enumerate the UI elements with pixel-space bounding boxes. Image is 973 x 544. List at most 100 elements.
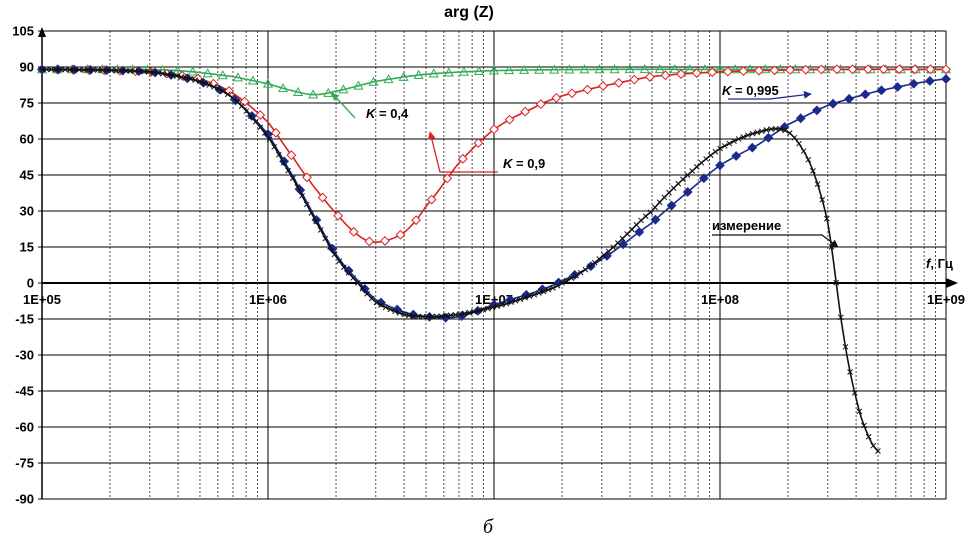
x-axis-label: f, Гц <box>926 256 953 271</box>
marker-diamond-filled <box>811 105 822 116</box>
marker-diamond-filled <box>682 187 693 197</box>
marker-diamond <box>878 64 889 75</box>
marker-cross <box>693 163 700 170</box>
marker-cross <box>99 67 106 73</box>
x-tick-label: 1E+09 <box>927 292 965 307</box>
marker-cross <box>670 185 677 192</box>
marker-cross <box>582 266 589 273</box>
marker-diamond-filled <box>860 89 871 100</box>
marker-cross <box>438 313 445 319</box>
marker-cross <box>262 130 268 136</box>
marker-cross <box>234 98 240 105</box>
marker-diamond <box>520 106 531 117</box>
marker-cross <box>726 140 733 147</box>
y-axis-arrow <box>38 27 46 37</box>
marker-triangle <box>308 89 319 99</box>
annotation-text: = 0,4 <box>375 106 409 121</box>
marker-cross <box>322 235 329 242</box>
marker-cross <box>475 307 482 314</box>
series-3 <box>39 66 881 454</box>
marker-cross <box>508 299 514 306</box>
marker-cross <box>512 297 519 304</box>
marker-cross <box>215 86 222 92</box>
marker-cross <box>141 68 148 75</box>
marker-cross <box>703 156 709 162</box>
marker-diamond <box>457 153 468 164</box>
marker-triangle <box>398 71 409 81</box>
y-tick-label: 90 <box>20 60 34 75</box>
marker-diamond-filled <box>618 239 629 250</box>
marker-cross <box>494 303 500 310</box>
marker-triangle <box>247 75 258 85</box>
marker-diamond <box>722 66 733 77</box>
marker-cross <box>224 91 231 98</box>
marker-cross <box>206 82 213 88</box>
marker-diamond <box>473 138 484 148</box>
marker-cross <box>628 226 635 233</box>
marker-cross <box>271 143 278 150</box>
marker-cross <box>471 308 477 315</box>
marker-cross <box>522 294 528 301</box>
y-tick-label: 75 <box>20 96 34 111</box>
marker-cross <box>856 408 863 415</box>
marker-cross <box>591 259 598 266</box>
marker-triangle <box>714 64 726 74</box>
marker-diamond <box>707 67 718 78</box>
marker-cross <box>90 67 96 73</box>
marker-diamond <box>395 229 406 240</box>
marker-cross <box>327 243 333 250</box>
x-tick-label: 1E+08 <box>701 292 739 307</box>
marker-cross <box>419 313 426 320</box>
annotation-var: K <box>503 156 514 171</box>
marker-cross <box>786 130 793 136</box>
marker-cross <box>610 244 617 251</box>
marker-cross <box>164 71 171 78</box>
marker-cross <box>480 306 487 313</box>
marker-cross <box>847 369 853 375</box>
marker-cross <box>452 311 459 318</box>
marker-cross <box>805 156 812 163</box>
marker-cross <box>675 180 682 187</box>
marker-cross <box>638 217 644 224</box>
marker-triangle <box>730 64 741 74</box>
marker-cross <box>62 66 69 73</box>
marker-cross <box>596 255 603 262</box>
y-tick-label: -75 <box>15 456 34 471</box>
marker-cross <box>39 66 45 73</box>
y-tick-label: 60 <box>20 132 34 147</box>
marker-cross <box>243 108 250 114</box>
marker-cross <box>266 136 273 142</box>
marker-cross <box>870 442 877 449</box>
marker-cross <box>71 66 78 73</box>
marker-diamond <box>504 114 515 125</box>
marker-diamond <box>379 236 390 246</box>
marker-cross <box>313 218 319 225</box>
marker-cross <box>289 175 296 182</box>
marker-cross <box>197 78 203 85</box>
marker-cross <box>717 145 723 152</box>
annotation-label: K = 0,995 <box>722 83 779 98</box>
marker-cross <box>382 304 389 311</box>
marker-cross <box>127 68 134 74</box>
marker-diamond <box>909 64 920 75</box>
x-axis-label-var: f <box>926 256 932 271</box>
marker-cross <box>457 311 463 317</box>
marker-cross <box>619 235 626 242</box>
marker-cross <box>545 286 552 293</box>
marker-cross <box>150 69 157 76</box>
marker-cross <box>285 167 291 174</box>
y-tick-label: -45 <box>15 384 34 399</box>
marker-cross <box>652 204 658 211</box>
marker-diamond-filled <box>698 173 709 184</box>
marker-cross <box>484 305 491 312</box>
marker-triangle <box>579 64 590 74</box>
chart-title: arg (Z) <box>444 4 494 21</box>
marker-cross <box>155 70 161 76</box>
marker-cross <box>554 282 561 289</box>
marker-diamond <box>941 64 951 75</box>
marker-cross <box>642 213 649 220</box>
